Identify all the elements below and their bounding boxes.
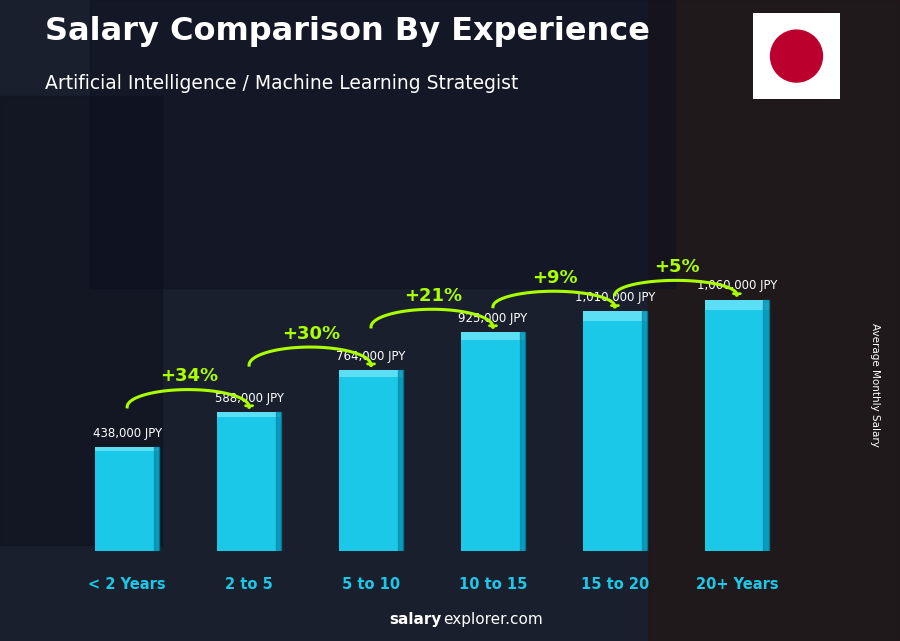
Bar [154, 447, 159, 551]
Text: Salary Comparison By Experience: Salary Comparison By Experience [45, 16, 650, 47]
Text: salary: salary [389, 612, 441, 627]
Text: 15 to 20: 15 to 20 [580, 578, 649, 592]
Bar [462, 331, 525, 551]
Bar [218, 412, 281, 417]
Text: +9%: +9% [532, 269, 578, 287]
Bar [462, 331, 525, 340]
Text: +34%: +34% [160, 367, 219, 385]
Text: 438,000 JPY: 438,000 JPY [93, 427, 162, 440]
Text: 20+ Years: 20+ Years [696, 578, 778, 592]
Bar [0, 96, 162, 545]
Bar [519, 331, 525, 551]
Text: 764,000 JPY: 764,000 JPY [337, 350, 406, 363]
Text: 1,060,000 JPY: 1,060,000 JPY [697, 279, 777, 292]
Bar [705, 299, 769, 310]
Text: +21%: +21% [404, 287, 463, 305]
Text: 1,010,000 JPY: 1,010,000 JPY [575, 292, 655, 304]
Text: Average Monthly Salary: Average Monthly Salary [869, 322, 880, 447]
Text: 925,000 JPY: 925,000 JPY [458, 312, 527, 324]
Text: < 2 Years: < 2 Years [88, 578, 166, 592]
Text: explorer.com: explorer.com [443, 612, 543, 627]
Bar [95, 447, 159, 551]
Bar [275, 412, 281, 551]
Bar [705, 299, 769, 551]
Text: 588,000 JPY: 588,000 JPY [214, 392, 284, 404]
Bar [583, 312, 646, 321]
Bar [218, 412, 281, 551]
Bar [648, 0, 900, 641]
Bar [95, 447, 159, 451]
Text: +30%: +30% [283, 325, 340, 343]
Text: 2 to 5: 2 to 5 [225, 578, 273, 592]
Bar [763, 299, 769, 551]
Circle shape [770, 30, 823, 82]
Text: 10 to 15: 10 to 15 [459, 578, 527, 592]
Bar [398, 370, 402, 551]
Bar [339, 370, 402, 551]
Text: +5%: +5% [654, 258, 700, 276]
Bar [339, 370, 402, 377]
Bar [90, 0, 675, 288]
Text: 5 to 10: 5 to 10 [342, 578, 400, 592]
Bar [642, 312, 646, 551]
Text: Artificial Intelligence / Machine Learning Strategist: Artificial Intelligence / Machine Learni… [45, 74, 518, 93]
Bar [583, 312, 646, 551]
